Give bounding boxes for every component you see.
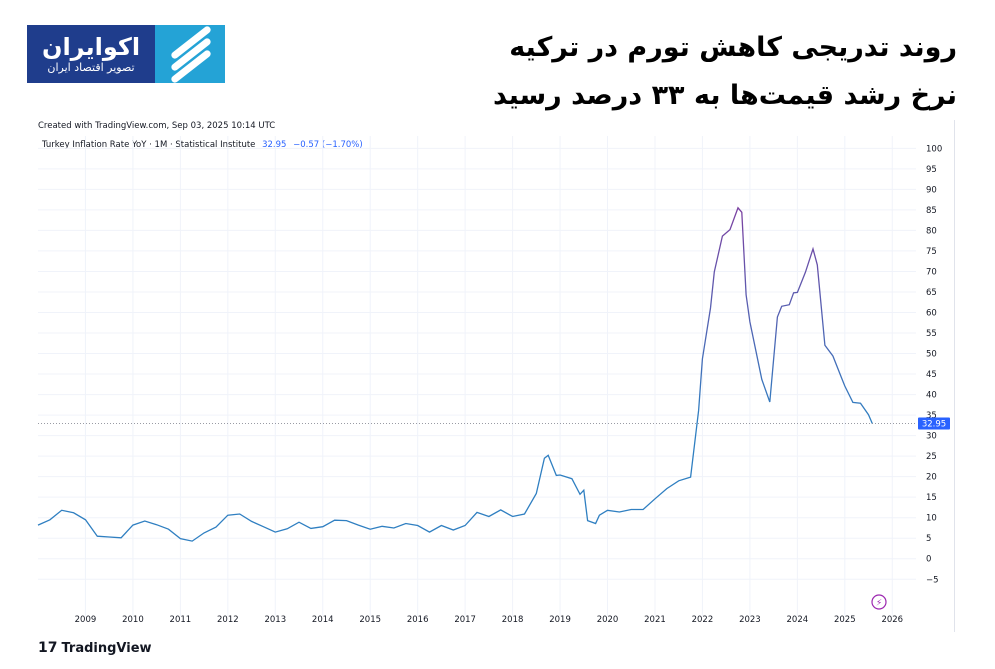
x-tick-label: 2023 [739,615,761,625]
x-tick-label: 2022 [692,615,714,625]
last-value-tag-label: 32.95 [922,420,946,430]
headline: روند تدریجی کاهش تورم در ترکیه نرخ رشد ق… [397,24,957,120]
series-last-value: 32.95 [262,140,287,150]
logo-brand-name: اکوایران [41,33,141,61]
last-value-tag [918,417,950,430]
y-tick-label: 55 [926,329,937,339]
y-tick-label: −5 [926,575,939,585]
y-tick-label: 15 [926,493,937,503]
y-tick-label: 45 [926,370,937,380]
ecoiran-logo-mark-icon [155,25,225,83]
x-tick-label: 2014 [312,615,334,625]
headline-line-1: روند تدریجی کاهش تورم در ترکیه [509,32,957,63]
y-tick-label: 40 [926,391,937,401]
series-line [37,206,873,542]
x-tick-label: 2011 [170,615,192,625]
x-tick-label: 2012 [217,615,239,625]
y-tick-label: 30 [926,432,937,442]
headline-line-2: نرخ رشد قیمت‌ها به ۳۳ درصد رسید [492,80,957,111]
x-axis: 2009 2010 2011 2012 2013 2014 2015 2016 2017 2018… [75,615,903,625]
y-tick-label: 20 [926,473,937,483]
series-legend: Turkey Inflation Rate YoY · 1M · Statist… [42,140,363,150]
y-tick-label: 65 [926,288,937,298]
x-tick-label: 2020 [597,615,619,625]
logo-tagline: تصویر اقتصاد ایران [47,61,135,74]
x-tick-label: 2019 [549,615,571,625]
x-tick-label: 2013 [264,615,286,625]
x-tick-label: 2025 [834,615,856,625]
chart-frame [38,120,955,632]
y-tick-label: 70 [926,267,937,277]
y-tick-label: 95 [926,165,937,175]
y-tick-label: 25 [926,452,937,462]
x-tick-label: 2021 [644,615,666,625]
series-change: −0.57 (−1.70%) [293,140,363,150]
event-flash-glyph: ⚡ [876,599,882,609]
tradingview-logo: 17 TradingView [38,640,152,656]
y-tick-label: 75 [926,247,937,257]
created-with-label: Created with TradingView.com, Sep 03, 20… [38,121,276,131]
y-tick-label: 35 [926,411,937,421]
event-flash-icon [871,594,887,610]
y-tick-label: 100 [926,144,942,154]
x-tick-label: 2024 [787,615,809,625]
y-tick-label: 80 [926,226,937,236]
y-tick-label: 5 [926,534,931,544]
series-title: Turkey Inflation Rate YoY · 1M · Statist… [42,140,256,150]
y-tick-label: 85 [926,206,937,216]
x-tick-label: 2017 [454,615,476,625]
y-axis: 1009590858075706560555045403530252015105… [926,144,942,585]
x-tick-label: 2009 [75,615,97,625]
x-tick-label: 2010 [122,615,144,625]
x-tick-label: 2016 [407,615,429,625]
y-tick-label: 10 [926,514,937,524]
x-tick-label: 2026 [881,615,903,625]
grid-lines [38,136,916,616]
tradingview-logo-text: TradingView [61,640,152,656]
logo-text-block: اکوایران تصویر اقتصاد ایران [27,25,155,83]
tradingview-logo-mark-icon: 17 [38,640,58,656]
y-tick-label: 0 [926,555,931,565]
y-tick-label: 60 [926,308,937,318]
x-tick-label: 2015 [359,615,381,625]
x-tick-label: 2018 [502,615,524,625]
ecoiran-logo: اکوایران تصویر اقتصاد ایران [27,25,225,83]
y-tick-label: 50 [926,350,937,360]
y-tick-label: 90 [926,185,937,195]
